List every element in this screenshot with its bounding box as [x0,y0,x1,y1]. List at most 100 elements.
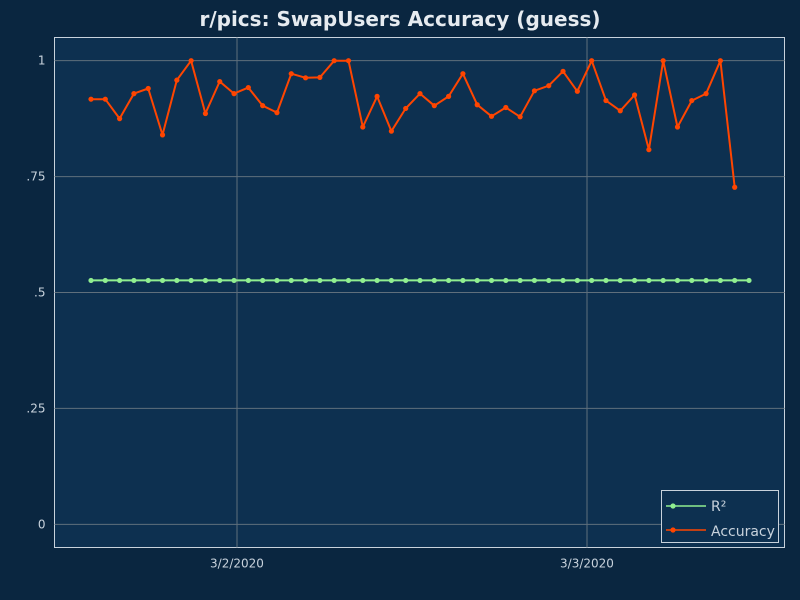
y-tick-label: 0 [38,517,46,531]
data-point-r2 [431,277,437,284]
data-point-accuracy [360,124,366,130]
data-point-accuracy [689,97,695,104]
data-point-accuracy [660,58,666,64]
data-point-r2 [732,277,738,284]
data-point-r2 [360,277,366,284]
data-point-r2 [245,277,251,284]
data-point-r2 [703,277,709,284]
data-point-r2 [560,277,566,284]
data-point-accuracy [503,104,509,111]
data-point-accuracy [245,84,251,91]
data-point-r2 [131,277,137,284]
chart-title: r/pics: SwapUsers Accuracy (guess) [199,7,600,31]
data-point-r2 [488,277,495,284]
x-tick-label: 3/3/2020 [560,557,614,571]
data-point-accuracy [517,114,523,120]
data-point-accuracy [102,96,108,102]
data-point-accuracy [417,91,423,97]
data-point-accuracy [546,83,552,89]
data-point-r2 [260,277,266,284]
y-tick-label: 1 [38,54,46,68]
data-point-r2 [603,277,609,284]
data-point-accuracy [531,88,538,94]
data-point-accuracy [331,58,337,64]
data-point-accuracy [717,58,723,64]
data-point-r2 [117,277,123,284]
data-point-accuracy [274,110,280,116]
data-point-accuracy [603,97,609,104]
data-point-r2 [102,277,108,284]
data-point-r2 [388,277,394,284]
data-point-accuracy [446,93,452,99]
data-point-accuracy [560,68,566,74]
data-point-accuracy [231,91,237,97]
data-point-accuracy [674,124,681,130]
data-point-r2 [631,277,638,284]
data-point-r2 [331,277,337,284]
data-point-r2 [403,277,409,284]
data-point-r2 [417,277,423,284]
data-point-accuracy [202,110,209,117]
data-point-accuracy [574,88,580,94]
series-r2 [88,277,752,284]
data-point-accuracy [131,91,137,97]
data-point-r2 [531,277,538,284]
data-point-r2 [174,277,180,284]
data-point-r2 [589,277,595,284]
legend-box [661,490,779,543]
data-point-accuracy [174,77,180,83]
series-accuracy [88,58,738,190]
data-point-accuracy [589,58,595,64]
data-point-accuracy [474,102,480,108]
data-point-accuracy [302,75,309,81]
legend-marker-r2 [670,503,676,509]
data-point-r2 [503,277,509,284]
legend: R² Accuracy [661,490,779,543]
data-point-accuracy [617,108,623,114]
data-point-accuracy [631,92,638,98]
data-point-r2 [374,277,380,284]
legend-label-accuracy: Accuracy [711,524,775,540]
data-point-accuracy [88,96,94,102]
legend-label-r2: R² [711,499,726,515]
data-point-r2 [517,277,523,284]
data-point-accuracy [317,74,323,80]
data-point-accuracy [488,113,495,119]
y-tick-label: .25 [26,401,45,415]
data-point-accuracy [159,132,166,138]
data-point-accuracy [374,93,380,99]
data-point-accuracy [345,58,352,64]
data-point-accuracy [732,184,738,190]
data-point-r2 [689,277,695,284]
data-point-accuracy [431,103,437,109]
data-point-accuracy [388,128,394,134]
legend-marker-accuracy [670,527,676,533]
data-point-r2 [546,277,552,284]
y-tick-label: .75 [26,170,45,184]
data-point-r2 [274,277,280,284]
data-point-r2 [660,277,666,284]
y-tick-label: .5 [34,286,45,300]
series-line-accuracy [91,59,736,188]
data-point-accuracy [217,78,223,85]
data-point-accuracy [460,71,466,77]
data-point-r2 [188,277,194,284]
data-point-r2 [646,277,652,284]
data-point-r2 [159,277,166,284]
data-point-accuracy [403,105,409,112]
data-point-accuracy [117,116,123,122]
tick-labels: 0 .25 .5 .75 1 3/2/2020 3/3/2020 [26,54,614,571]
data-point-r2 [302,277,309,284]
data-point-accuracy [646,147,652,153]
data-point-r2 [574,277,580,284]
data-point-accuracy [703,91,709,97]
data-point-accuracy [188,58,194,64]
series-layer [88,58,752,284]
data-point-r2 [202,277,209,284]
grid [54,37,785,548]
data-point-r2 [288,277,294,284]
data-point-r2 [474,277,480,284]
data-point-r2 [345,277,352,284]
